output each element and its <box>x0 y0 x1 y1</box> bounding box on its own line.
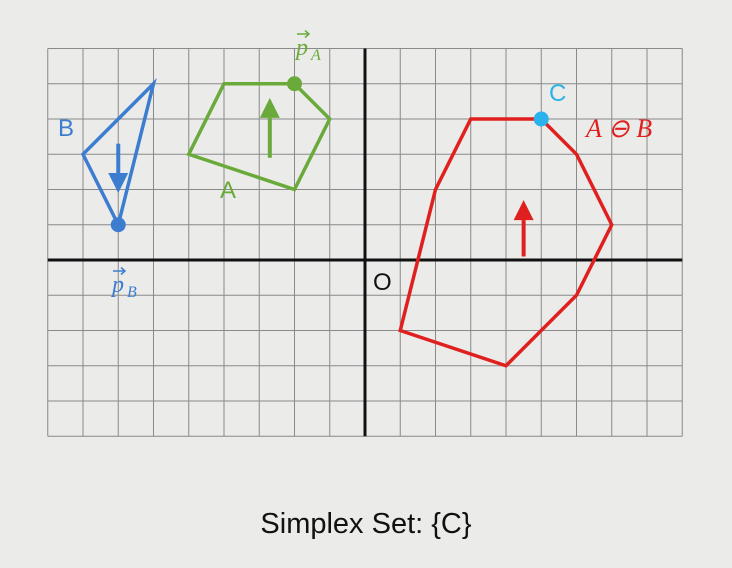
shape-b-triangle <box>80 78 157 230</box>
pb-label-sub: B <box>127 284 137 301</box>
shapes <box>80 78 614 368</box>
points <box>110 76 549 233</box>
pa-vector-label: p A <box>294 29 321 64</box>
shape-a-polygon <box>186 82 332 192</box>
point-c <box>533 111 549 127</box>
minkowski-difference-label: A ⊖ B <box>584 114 652 143</box>
pa-label: p <box>294 35 308 61</box>
shape-b-direction-arrow-icon <box>108 143 129 194</box>
axes <box>47 48 683 437</box>
shape-a-direction-arrow-icon <box>259 97 280 158</box>
minkowski-direction-arrow-icon-head <box>513 200 534 221</box>
minkowski-direction-arrow-icon <box>513 200 534 257</box>
simplex-set-value: {C} <box>431 508 472 540</box>
point-pb <box>110 217 126 233</box>
simplex-set-caption: Simplex Set: {C} <box>0 508 732 541</box>
pa-vector-arrow-icon <box>297 29 311 39</box>
shape-a-label: A <box>220 177 236 204</box>
shape-b-direction-arrow-icon-head <box>108 173 129 194</box>
point-c-label: C <box>549 80 566 107</box>
pa-label-sub: A <box>310 47 321 64</box>
shape-a-direction-arrow-icon-head <box>259 97 280 118</box>
pb-vector-label: p B <box>110 266 137 301</box>
pb-vector-arrow-icon <box>113 266 127 276</box>
shape-b-label: B <box>58 115 74 142</box>
point-pa <box>287 76 302 92</box>
pb-label: p <box>110 272 124 298</box>
origin-label: O <box>373 269 392 296</box>
direction-arrows <box>108 97 534 257</box>
simplex-set-prefix: Simplex Set: <box>260 508 432 540</box>
minkowski-difference-polygon <box>398 117 614 368</box>
